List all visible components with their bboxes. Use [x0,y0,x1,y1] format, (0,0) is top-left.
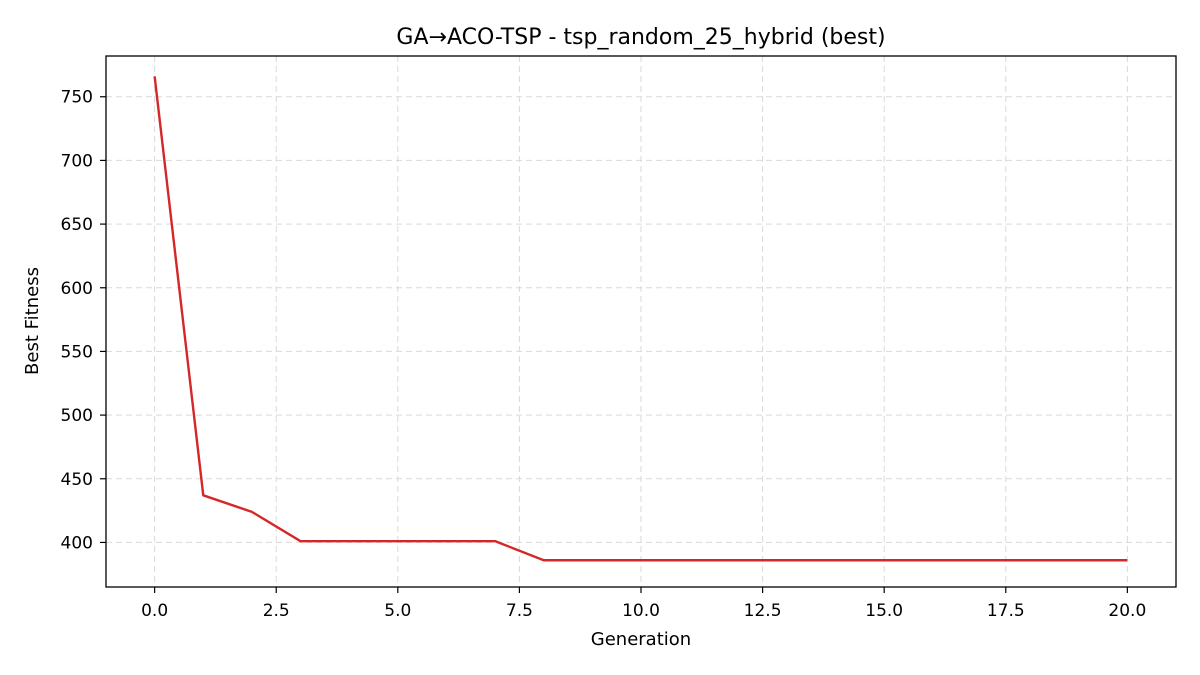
y-tick-label: 750 [61,88,93,108]
y-axis-ticks: 400 450 500 550 600 650 700 750 [61,88,106,553]
y-tick-label: 400 [61,533,93,553]
x-axis-ticks: 0.0 2.5 5.0 7.5 10.0 12.5 15.0 17.5 20.0 [141,587,1146,621]
y-tick-label: 600 [61,279,93,299]
x-tick-label: 5.0 [384,601,411,621]
x-tick-label: 12.5 [744,601,782,621]
x-tick-label: 20.0 [1108,601,1146,621]
x-tick-label: 0.0 [141,601,168,621]
y-tick-label: 450 [61,470,93,490]
x-tick-label: 15.0 [865,601,903,621]
x-tick-label: 2.5 [263,601,290,621]
y-tick-label: 650 [61,215,93,235]
y-tick-label: 700 [61,151,93,171]
y-tick-label: 550 [61,342,93,362]
x-axis-label: Generation [591,629,691,650]
y-tick-label: 500 [61,406,93,426]
series-line [153,76,1128,562]
y-axis-label: Best Fitness [22,267,43,375]
chart-title: GA→ACO-TSP - tsp_random_25_hybrid (best) [396,25,885,50]
series-layer [153,76,1128,562]
grid-lines [106,56,1176,587]
x-tick-label: 17.5 [987,601,1025,621]
x-tick-label: 7.5 [506,601,533,621]
x-tick-label: 10.0 [622,601,660,621]
